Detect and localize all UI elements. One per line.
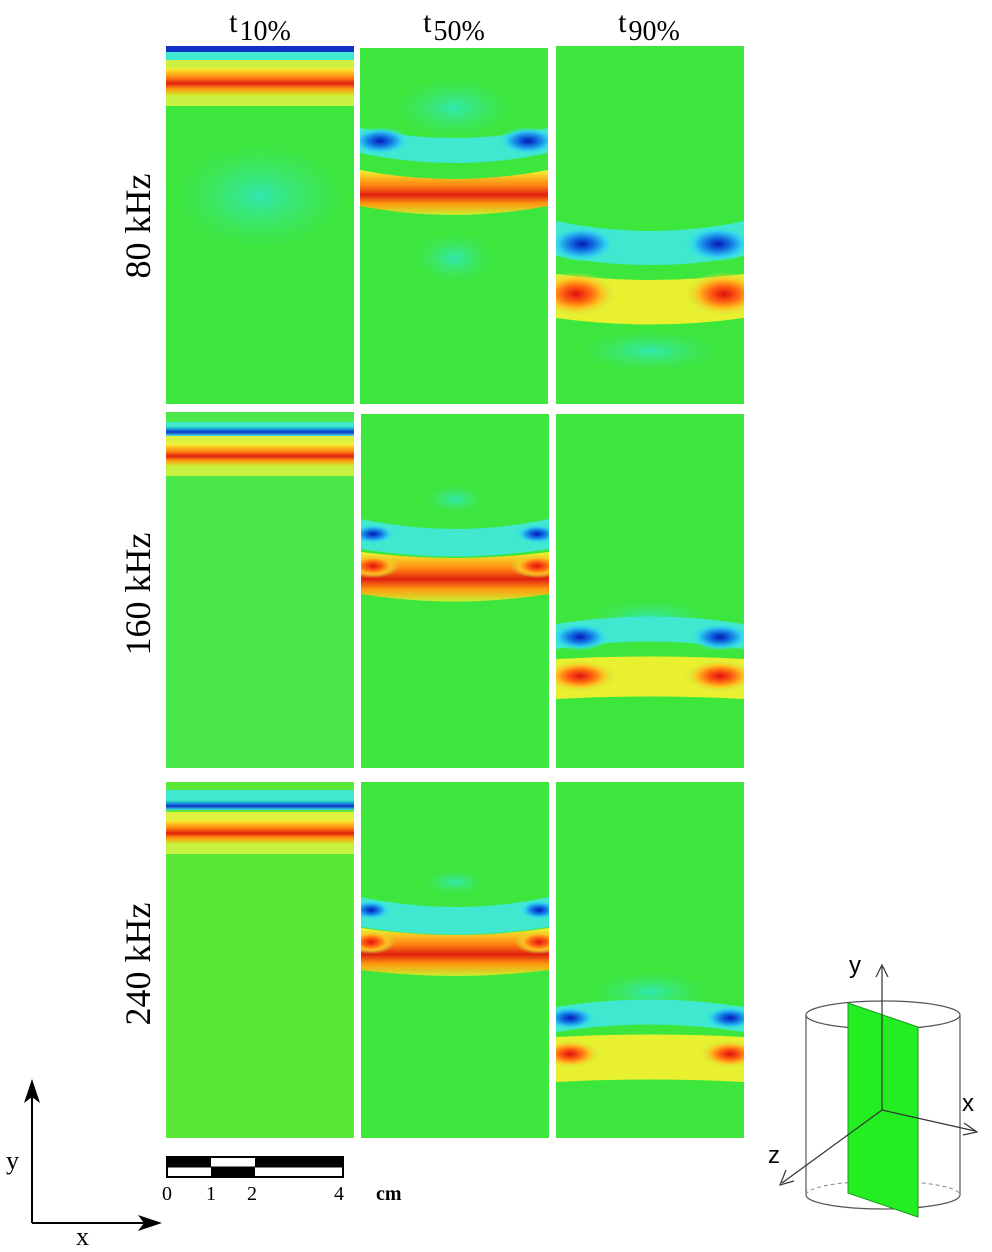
inset-label-y: y <box>849 952 861 979</box>
field-plot <box>556 599 744 699</box>
field-panel-240khz-t90 <box>556 782 744 1138</box>
column-header-sub: 50% <box>433 16 485 47</box>
cylinder-bottom <box>805 1194 961 1210</box>
scale-tick-0: 0 <box>162 1183 172 1205</box>
field-panel-240khz-t10 <box>166 782 354 1138</box>
field-plot <box>556 972 744 1082</box>
column-header-base: t <box>229 6 238 39</box>
field-panel-160khz-t50 <box>361 414 549 768</box>
row-label-80khz: 80 kHz <box>118 173 158 279</box>
inset-label-z: z <box>768 1142 780 1169</box>
cylinder-inset <box>778 963 979 1218</box>
row-label-240khz: 240 kHz <box>118 902 158 1026</box>
inset-x-arrow-icon <box>962 1122 979 1136</box>
y-arrow-icon <box>24 1079 40 1103</box>
column-header-base: t <box>423 6 432 39</box>
row-label-160khz: 160 kHz <box>118 532 158 656</box>
axis-label-y: y <box>6 1146 19 1175</box>
scale-tick-1: 1 <box>206 1183 216 1205</box>
axis-label-x: x <box>76 1222 89 1251</box>
inset-z-axis <box>781 1109 883 1184</box>
field-panel-80khz-t90 <box>556 46 744 404</box>
field-plot <box>166 46 354 251</box>
scale-tick-4: 4 <box>334 1183 344 1205</box>
scale-tick-2: 2 <box>247 1183 257 1205</box>
x-arrow-icon <box>138 1215 162 1231</box>
field-plot <box>556 221 744 371</box>
field-panel-160khz-t10 <box>166 412 354 768</box>
field-panel-160khz-t90 <box>556 414 744 768</box>
field-plot <box>361 485 549 602</box>
scale-unit: cm <box>376 1183 402 1205</box>
field-plot <box>361 870 549 976</box>
column-header-sub: 10% <box>239 16 291 47</box>
field-plot <box>166 422 354 476</box>
field-plot <box>360 78 548 283</box>
column-header-base: t <box>618 6 627 39</box>
field-panel-80khz-t50 <box>360 48 548 404</box>
inset-z-arrow-icon <box>778 1169 795 1186</box>
column-header-t10: t10% <box>166 6 354 47</box>
column-header-t90: t90% <box>555 6 743 47</box>
field-plot <box>166 790 354 854</box>
field-panel-240khz-t50 <box>361 782 549 1138</box>
inset-y-arrow-icon <box>875 963 889 978</box>
column-header-t50: t50% <box>360 6 548 47</box>
inset-x-axis <box>881 1109 976 1132</box>
inset-label-x: x <box>962 1090 974 1117</box>
scale-bar <box>166 1156 344 1178</box>
field-panel-80khz-t10 <box>166 46 354 404</box>
xy-axes <box>24 1079 162 1231</box>
column-header-sub: 90% <box>628 16 680 47</box>
